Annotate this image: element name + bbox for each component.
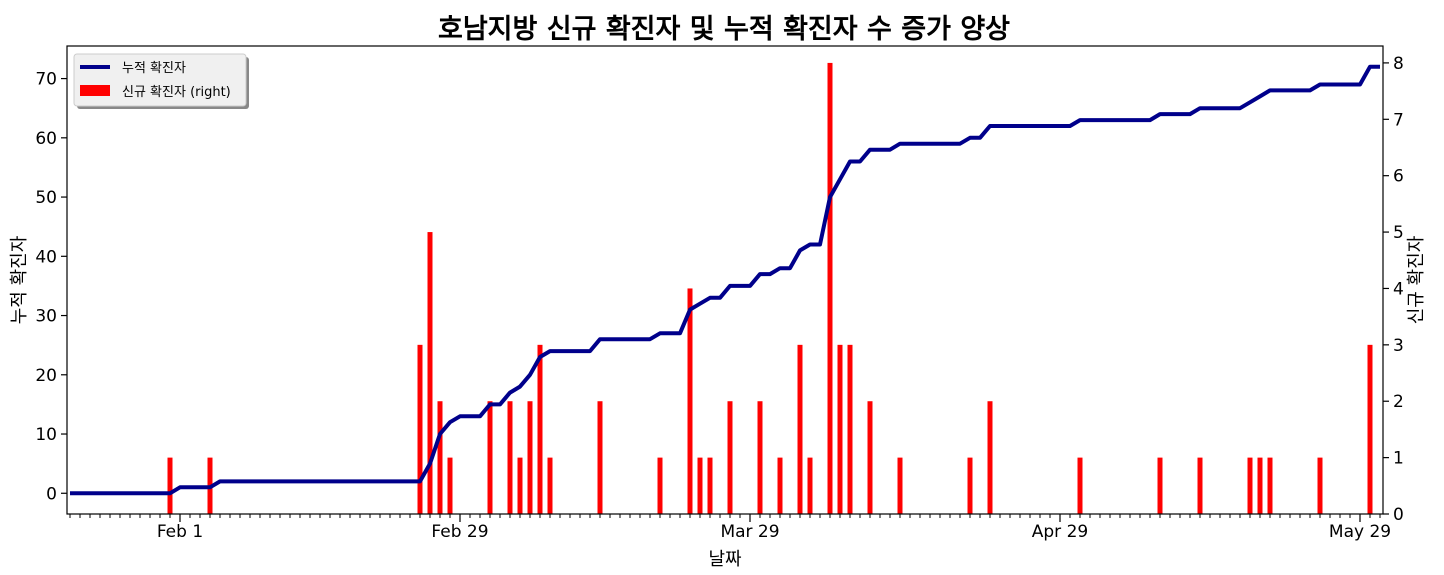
bar [447, 457, 453, 514]
bar [847, 344, 853, 514]
bar [797, 344, 803, 514]
bar [707, 457, 713, 514]
y-axis-right-label: 신규 확진자 [1406, 235, 1427, 324]
x-tick-label: Mar 29 [720, 522, 779, 542]
bar [837, 344, 843, 514]
chart-title: 호남지방 신규 확진자 및 누적 확진자 수 증가 양상 [438, 14, 1010, 45]
plot-frame [66, 45, 1384, 515]
y-axis-left-label: 누적 확진자 [9, 235, 30, 324]
x-tick-label: Feb 29 [431, 522, 488, 542]
legend-box [73, 53, 247, 107]
bar [687, 288, 693, 514]
y-right-tick-label: 5 [1393, 223, 1404, 243]
bar [547, 457, 553, 514]
y-right-tick-label: 3 [1393, 336, 1404, 356]
bar [1077, 457, 1083, 514]
bar-series [167, 62, 1373, 515]
bar [1257, 457, 1263, 514]
x-axis-label: 날짜 [708, 549, 742, 570]
bar [597, 401, 603, 514]
bar [987, 401, 993, 514]
bar [967, 457, 973, 514]
series-line [70, 64, 1380, 496]
y-left-tick-label: 20 [35, 366, 57, 386]
bar [657, 457, 663, 514]
bar [487, 401, 493, 514]
y-right-tick-label: 6 [1393, 167, 1404, 187]
legend: 누적 확진자 신규 확진자 (right) [73, 53, 249, 109]
legend-bar-label: 신규 확진자 (right) [122, 85, 231, 100]
bar [827, 62, 833, 515]
y-left-tick-label: 60 [35, 129, 57, 149]
y-axis-left: 0 10 20 30 40 50 60 70 [35, 70, 67, 504]
bar [517, 457, 523, 514]
bar [807, 457, 813, 514]
bar [867, 401, 873, 514]
bar [777, 457, 783, 514]
y-left-tick-label: 40 [35, 247, 57, 267]
line-series [70, 64, 1380, 496]
bar [1197, 457, 1203, 514]
y-right-tick-label: 2 [1393, 392, 1404, 412]
bar [727, 401, 733, 514]
y-axis-right: 0 1 2 3 4 5 6 7 8 [1383, 54, 1404, 525]
bar [417, 344, 423, 514]
bar [427, 232, 433, 514]
bar [437, 401, 443, 514]
y-left-tick-label: 70 [35, 70, 57, 90]
bar [1267, 457, 1273, 514]
x-axis: Feb 1 Feb 29 Mar 29 Apr 29 May 29 [69, 514, 1391, 542]
bar [167, 457, 173, 514]
y-left-tick-label: 30 [35, 307, 57, 327]
y-right-tick-label: 0 [1393, 505, 1404, 525]
bar [757, 401, 763, 514]
bar [537, 344, 543, 514]
y-left-tick-label: 10 [35, 425, 57, 445]
x-tick-label: Apr 29 [1032, 522, 1088, 542]
y-right-tick-label: 7 [1393, 110, 1404, 130]
y-left-tick-label: 0 [46, 484, 57, 504]
bar [897, 457, 903, 514]
bar [527, 401, 533, 514]
y-right-tick-label: 8 [1393, 54, 1404, 74]
legend-line-label: 누적 확진자 [122, 61, 186, 76]
y-right-tick-label: 1 [1393, 449, 1404, 469]
bar [1157, 457, 1163, 514]
y-left-tick-label: 50 [35, 188, 57, 208]
bar [697, 457, 703, 514]
bar [1247, 457, 1253, 514]
bar [1317, 457, 1323, 514]
y-right-tick-label: 4 [1393, 279, 1404, 299]
legend-bar-swatch [80, 85, 110, 96]
x-tick-label: May 29 [1329, 522, 1391, 542]
bar [507, 401, 513, 514]
bar [1367, 344, 1373, 514]
x-tick-label: Feb 1 [157, 522, 203, 542]
